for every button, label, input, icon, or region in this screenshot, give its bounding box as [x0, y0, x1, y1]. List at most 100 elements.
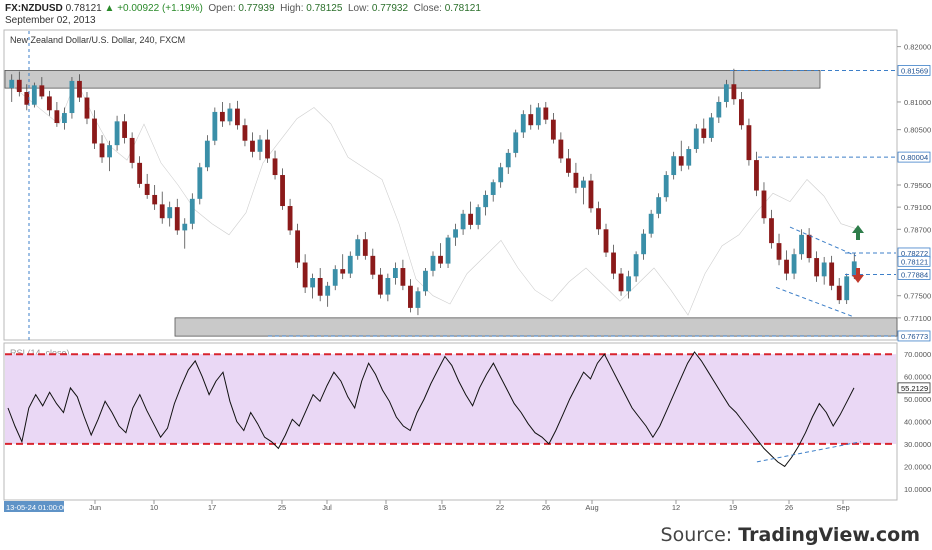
price-tick-label: 0.81000: [904, 98, 931, 107]
candle-body: [821, 262, 827, 277]
candle-body: [618, 273, 624, 292]
candle-body: [204, 140, 210, 168]
candle-body: [235, 108, 240, 126]
candle-body: [317, 278, 323, 296]
candle-body: [39, 85, 45, 97]
candle-body: [693, 128, 699, 150]
last-price: 0.78121: [65, 3, 102, 14]
candle-body: [641, 233, 647, 255]
candle-body: [310, 278, 316, 288]
price-tick-label: 0.77100: [904, 314, 931, 323]
candle-body: [611, 252, 616, 274]
rsi-tick-label: 10.0000: [904, 485, 931, 494]
candle-body: [408, 285, 413, 308]
candle-body: [122, 121, 127, 138]
candle-body: [107, 145, 112, 158]
candle-body: [468, 213, 474, 225]
candle-body: [603, 229, 609, 253]
price-label: 0.76773: [901, 332, 928, 341]
candle-body: [84, 97, 90, 119]
candle-body: [62, 113, 67, 123]
x-tick-label: 12: [672, 503, 680, 512]
low-label: Low:: [347, 3, 370, 14]
candle-body: [362, 239, 368, 256]
candle-body: [385, 278, 391, 295]
candle-body: [152, 194, 158, 205]
candle-body: [565, 158, 571, 173]
candle-body: [761, 190, 767, 219]
x-cursor-label-box: [4, 501, 64, 512]
x-tick-label: 25: [278, 503, 286, 512]
candle-body: [633, 254, 639, 277]
price-tick-label: 0.78700: [904, 225, 931, 234]
candle-body: [370, 255, 376, 275]
candle-body: [776, 243, 782, 260]
candle-body: [851, 261, 857, 277]
candle-body: [347, 255, 353, 274]
x-tick-label: 15: [438, 503, 446, 512]
candle-body: [99, 143, 105, 158]
price-label: 0.78272: [901, 249, 928, 258]
candle-body: [784, 259, 789, 274]
close-value: 0.78121: [444, 3, 481, 14]
candle-body: [588, 180, 594, 209]
candle-body: [212, 111, 218, 141]
x-tick-label: 26: [542, 503, 550, 512]
candle-body: [16, 79, 22, 92]
rsi-tick-label: 60.0000: [904, 373, 931, 382]
candle-body: [475, 207, 481, 225]
candle-body: [377, 274, 383, 295]
candle-body: [746, 125, 752, 161]
candle-body: [535, 107, 541, 126]
candle-body: [144, 183, 150, 195]
candle-body: [814, 258, 820, 277]
open-label: Open:: [208, 3, 236, 14]
source-brand: TradingView.com: [738, 524, 920, 546]
candle-body: [686, 149, 692, 166]
candle-body: [581, 180, 586, 188]
candle-body: [197, 167, 203, 199]
price-label: 0.80004: [901, 153, 928, 162]
source-prefix: Source:: [660, 524, 739, 546]
price-trace: [7, 79, 859, 316]
price-label-box: [897, 65, 931, 76]
candle-body: [656, 197, 662, 214]
candle-body: [114, 121, 120, 146]
candle-body: [182, 223, 188, 231]
candle-body: [513, 132, 519, 153]
candle-body: [9, 79, 15, 89]
candle-body: [69, 80, 75, 114]
candle-body: [671, 156, 677, 176]
candle-body: [77, 80, 82, 98]
candle-body: [596, 208, 601, 230]
candle-body: [129, 137, 135, 163]
candle-body: [272, 158, 278, 176]
candle-body: [708, 117, 714, 138]
candle-body: [31, 85, 37, 105]
candle-body: [453, 229, 458, 238]
x-cursor-label: 13-05-24 01:00:00: [6, 503, 67, 512]
candle-body: [716, 101, 722, 118]
down-arrow-icon: [852, 268, 864, 283]
candle-body: [355, 239, 361, 256]
candle-body: [302, 262, 308, 288]
candle-body: [490, 182, 496, 195]
up-arrow-icon: [852, 225, 864, 240]
support-zone: [174, 317, 898, 337]
open-value: 0.77939: [238, 3, 275, 14]
candle-body: [159, 204, 165, 219]
candle-body: [723, 84, 729, 102]
channel-upper-line: [789, 226, 857, 257]
price-tick-label: 0.80500: [904, 126, 931, 135]
rsi-tick-label: 40.0000: [904, 418, 931, 427]
price-chart-title: New Zealand Dollar/U.S. Dollar, 240, FXC…: [10, 35, 185, 45]
price-label: 0.81569: [901, 66, 928, 75]
candle-body: [430, 255, 436, 271]
rsi-tick-label: 20.0000: [904, 462, 931, 471]
candle-body: [340, 269, 346, 274]
candle-body: [400, 268, 406, 286]
x-tick-label: 22: [496, 503, 504, 512]
rsi-band: [5, 354, 896, 444]
rsi-title: RSI (14, close): [10, 348, 70, 358]
